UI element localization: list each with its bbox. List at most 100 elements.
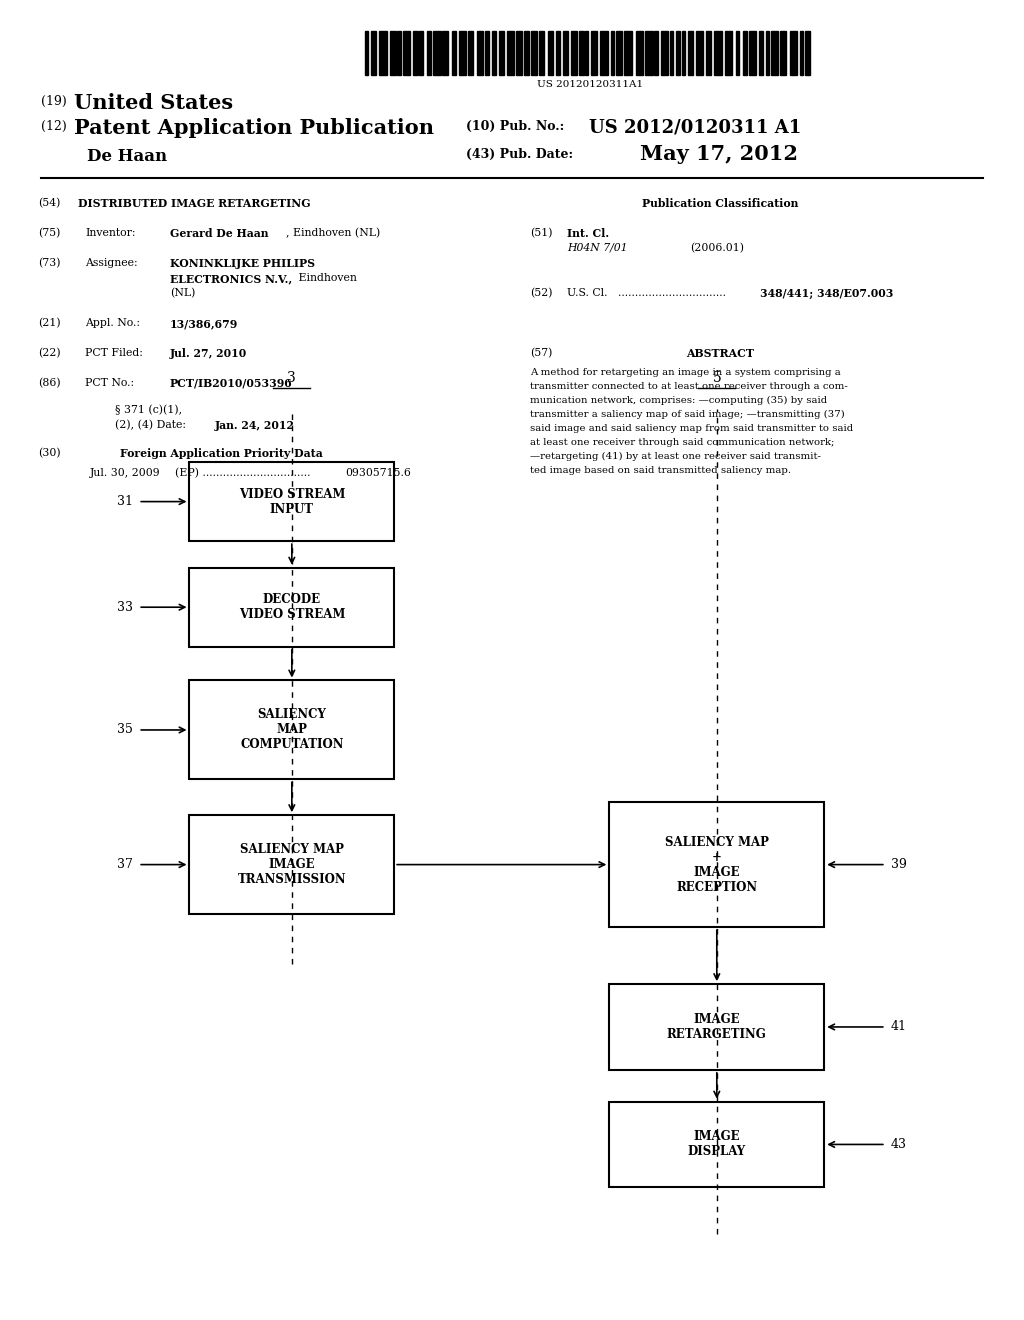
Bar [742, 30, 746, 75]
Text: (EP) ................................: (EP) ................................ [175, 469, 310, 478]
Bar [750, 30, 756, 75]
Text: A method for retargeting an image in a system comprising a: A method for retargeting an image in a s… [530, 368, 841, 378]
Bar [725, 30, 732, 75]
Text: (75): (75) [38, 228, 60, 239]
Bar [609, 1101, 824, 1188]
Text: (12): (12) [41, 120, 67, 133]
Bar [636, 30, 643, 75]
Text: munication network, comprises: —computing (35) by said: munication network, comprises: —computin… [530, 396, 827, 405]
Text: transmitter a saliency map of said image; —transmitting (37): transmitter a saliency map of said image… [530, 411, 845, 420]
Text: De Haan: De Haan [87, 148, 167, 165]
Bar [760, 30, 763, 75]
Text: 37: 37 [117, 858, 133, 871]
Bar [790, 30, 797, 75]
Bar [371, 30, 376, 75]
Bar [670, 30, 674, 75]
Text: DECODE
VIDEO STREAM: DECODE VIDEO STREAM [239, 593, 345, 622]
Bar [380, 30, 387, 75]
Text: (22): (22) [38, 348, 60, 358]
Bar [507, 30, 514, 75]
Text: (NL): (NL) [170, 288, 196, 298]
Text: Inventor:: Inventor: [85, 228, 135, 238]
Text: SALIENCY MAP
+
IMAGE
RECEPTION: SALIENCY MAP + IMAGE RECEPTION [665, 836, 769, 894]
Bar [676, 30, 680, 75]
Bar [715, 30, 722, 75]
Text: at least one receiver through said communication network;: at least one receiver through said commu… [530, 438, 835, 447]
Bar [540, 30, 545, 75]
Text: Patent Application Publication: Patent Application Publication [74, 117, 434, 139]
Bar [453, 30, 456, 75]
Bar [682, 30, 685, 75]
Text: said image and said saliency map from said transmitter to said: said image and said saliency map from sa… [530, 424, 853, 433]
Bar [419, 30, 423, 75]
Bar [442, 30, 449, 75]
Bar [592, 30, 597, 75]
Bar [600, 30, 608, 75]
Bar [563, 30, 568, 75]
Text: (10) Pub. No.:: (10) Pub. No.: [466, 120, 564, 133]
Text: ted image based on said transmitted saliency map.: ted image based on said transmitted sali… [530, 466, 792, 475]
Bar [390, 30, 395, 75]
Text: ELECTRONICS N.V.,: ELECTRONICS N.V., [170, 273, 292, 284]
Text: Eindhoven: Eindhoven [295, 273, 357, 282]
Text: PCT Filed:: PCT Filed: [85, 348, 143, 358]
Text: IMAGE
DISPLAY: IMAGE DISPLAY [688, 1130, 745, 1159]
Text: 41: 41 [891, 1020, 907, 1034]
Text: KONINKLIJKE PHILIPS: KONINKLIJKE PHILIPS [170, 257, 315, 269]
Text: VIDEO STREAM
INPUT: VIDEO STREAM INPUT [239, 487, 345, 516]
Bar [736, 30, 739, 75]
Text: May 17, 2012: May 17, 2012 [640, 144, 798, 164]
Bar [427, 30, 431, 75]
Text: 09305715.6: 09305715.6 [345, 469, 411, 478]
Text: 5: 5 [713, 371, 721, 385]
Text: (43) Pub. Date:: (43) Pub. Date: [466, 148, 573, 161]
Text: IMAGE
RETARGETING: IMAGE RETARGETING [667, 1012, 767, 1041]
Bar [780, 30, 786, 75]
Bar [189, 814, 394, 913]
Text: (2), (4) Date:: (2), (4) Date: [115, 420, 186, 430]
Text: (86): (86) [38, 378, 60, 388]
Text: (54): (54) [38, 198, 60, 209]
Text: U.S. Cl.: U.S. Cl. [567, 288, 607, 298]
Text: (30): (30) [38, 447, 60, 458]
Text: ................................: ................................ [618, 288, 726, 298]
Text: Int. Cl.: Int. Cl. [567, 228, 609, 239]
Text: 43: 43 [891, 1138, 907, 1151]
Text: 13/386,679: 13/386,679 [170, 318, 239, 329]
Text: 31: 31 [117, 495, 133, 508]
Bar [611, 30, 614, 75]
Bar [189, 568, 394, 647]
Bar [585, 30, 588, 75]
Bar [771, 30, 778, 75]
Text: SALIENCY
MAP
COMPUTATION: SALIENCY MAP COMPUTATION [240, 709, 344, 751]
Text: PCT/IB2010/053396: PCT/IB2010/053396 [170, 378, 293, 389]
Text: United States: United States [74, 92, 232, 114]
Text: 348/441; 348/E07.003: 348/441; 348/E07.003 [760, 288, 893, 300]
Text: (57): (57) [530, 348, 552, 358]
Text: US 20120120311A1: US 20120120311A1 [537, 81, 643, 88]
Bar [414, 30, 418, 75]
Bar [365, 30, 368, 75]
Text: (52): (52) [530, 288, 553, 298]
Text: SALIENCY MAP
IMAGE
TRANSMISSION: SALIENCY MAP IMAGE TRANSMISSION [238, 843, 346, 886]
Bar [688, 30, 693, 75]
Bar [468, 30, 473, 75]
Bar [189, 681, 394, 779]
Bar [609, 985, 824, 1069]
Text: (21): (21) [38, 318, 60, 329]
Text: 35: 35 [117, 723, 133, 737]
Bar [499, 30, 504, 75]
Bar [616, 30, 622, 75]
Text: ABSTRACT: ABSTRACT [686, 348, 754, 359]
Bar [530, 30, 538, 75]
Text: Appl. No.:: Appl. No.: [85, 318, 140, 327]
Text: Publication Classification: Publication Classification [642, 198, 798, 209]
Bar [609, 803, 824, 927]
Bar [477, 30, 483, 75]
Text: DISTRIBUTED IMAGE RETARGETING: DISTRIBUTED IMAGE RETARGETING [78, 198, 310, 209]
Bar [548, 30, 553, 75]
Bar [556, 30, 560, 75]
Text: —retargeting (41) by at least one receiver said transmit-: —retargeting (41) by at least one receiv… [530, 451, 821, 461]
Bar [805, 30, 810, 75]
Text: Jul. 30, 2009: Jul. 30, 2009 [90, 469, 161, 478]
